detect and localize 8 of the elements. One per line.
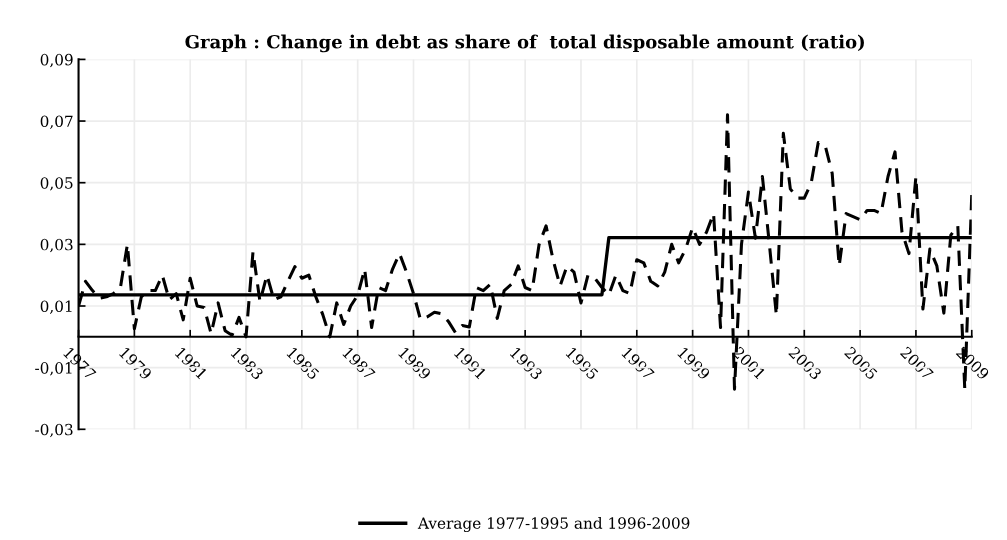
y-tick-label: 0,07 xyxy=(40,115,73,129)
legend-label: Average 1977-1995 and 1996-2009 xyxy=(417,517,690,533)
y-tick-label: 0,09 xyxy=(40,53,73,68)
y-tick-label: -0,03 xyxy=(35,423,73,438)
y-tick-label: 0,03 xyxy=(40,238,73,253)
y-tick-label: 0,05 xyxy=(40,177,73,191)
chart-title: Graph : Change in debt as share of total disposable amount (ratio) xyxy=(185,34,864,53)
y-tick-label: 0,01 xyxy=(40,300,72,314)
